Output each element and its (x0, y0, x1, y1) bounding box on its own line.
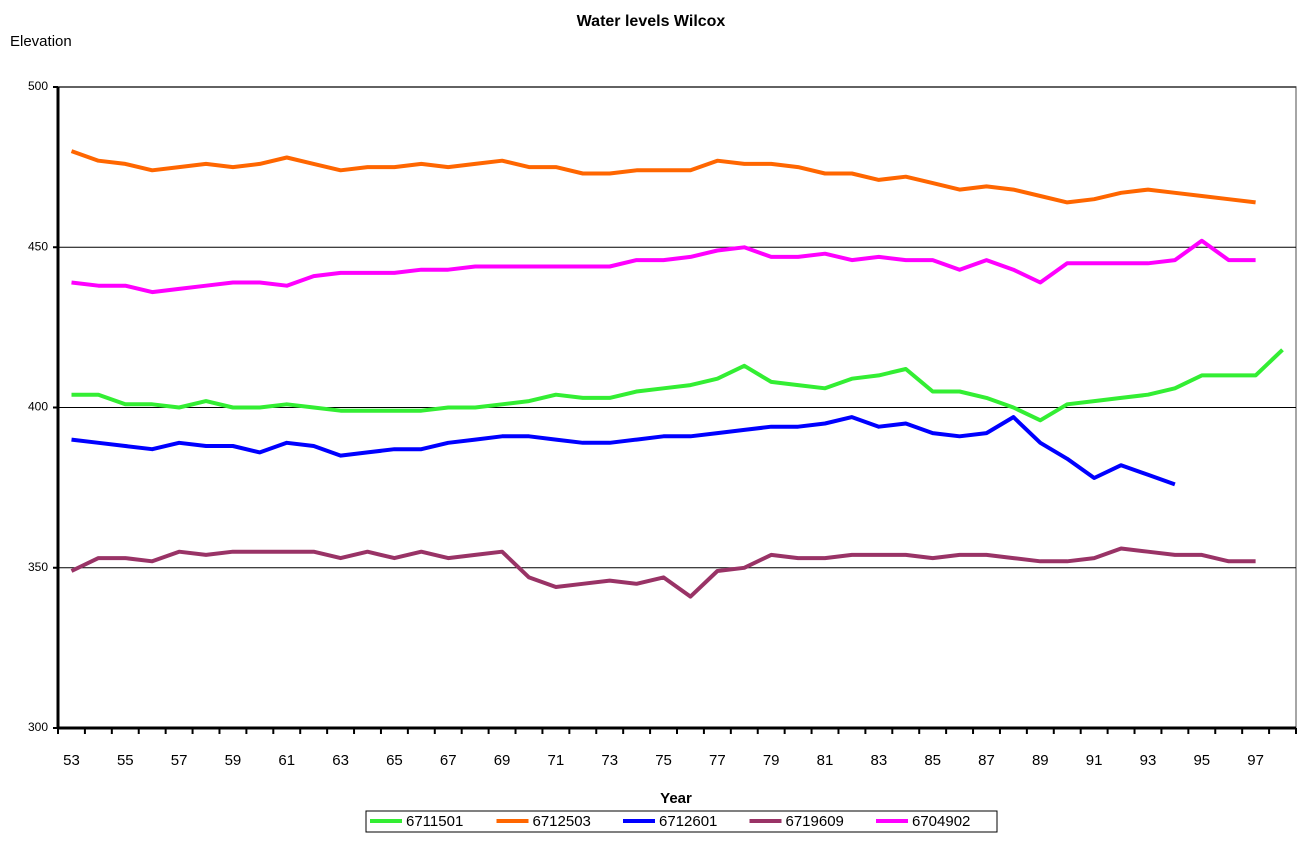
x-axis-label: Year (660, 790, 692, 807)
legend-label: 6712503 (533, 813, 591, 830)
legend-label: 6712601 (659, 813, 717, 830)
x-tick-label: 65 (386, 752, 403, 769)
series-line (70, 546, 1256, 599)
y-tick-label: 450 (28, 239, 48, 253)
x-tick-label: 57 (171, 752, 188, 769)
x-tick-label: 87 (978, 752, 995, 769)
x-tick-label: 55 (117, 752, 134, 769)
chart-title: Water levels Wilcox (577, 13, 726, 30)
series-line (70, 149, 1256, 205)
legend (365, 810, 998, 833)
x-tick-label: 61 (278, 752, 295, 769)
x-tick-label: 63 (332, 752, 349, 769)
x-tick-label: 95 (1193, 752, 1210, 769)
x-tick-label: 53 (63, 752, 80, 769)
y-tick-label: 350 (28, 560, 48, 574)
x-tick-label: 85 (924, 752, 941, 769)
legend-label: 6704902 (912, 813, 970, 830)
x-tick-label: 59 (225, 752, 242, 769)
series-line (71, 415, 1176, 487)
x-tick-label: 89 (1032, 752, 1049, 769)
x-tick-label: 81 (817, 752, 834, 769)
series-line (71, 238, 1256, 295)
x-tick-label: 73 (601, 752, 618, 769)
x-tick-label: 91 (1086, 752, 1103, 769)
x-tick-label: 69 (494, 752, 511, 769)
x-tick-label: 71 (548, 752, 565, 769)
x-tick-label: 77 (709, 752, 726, 769)
x-tick-label: 93 (1140, 752, 1157, 769)
y-tick-label: 400 (28, 400, 48, 414)
legend-label: 6719609 (786, 813, 844, 830)
x-tick-label: 97 (1247, 752, 1264, 769)
x-tick-label: 75 (655, 752, 672, 769)
x-tick-label: 79 (763, 752, 780, 769)
series-line (71, 348, 1284, 423)
x-tick-label: 67 (440, 752, 457, 769)
y-tick-label: 500 (28, 79, 48, 93)
legend-label: 6711501 (406, 813, 463, 830)
y-axis-label: Elevation (10, 33, 72, 50)
x-tick-label: 83 (871, 752, 888, 769)
y-tick-label: 300 (28, 720, 48, 734)
